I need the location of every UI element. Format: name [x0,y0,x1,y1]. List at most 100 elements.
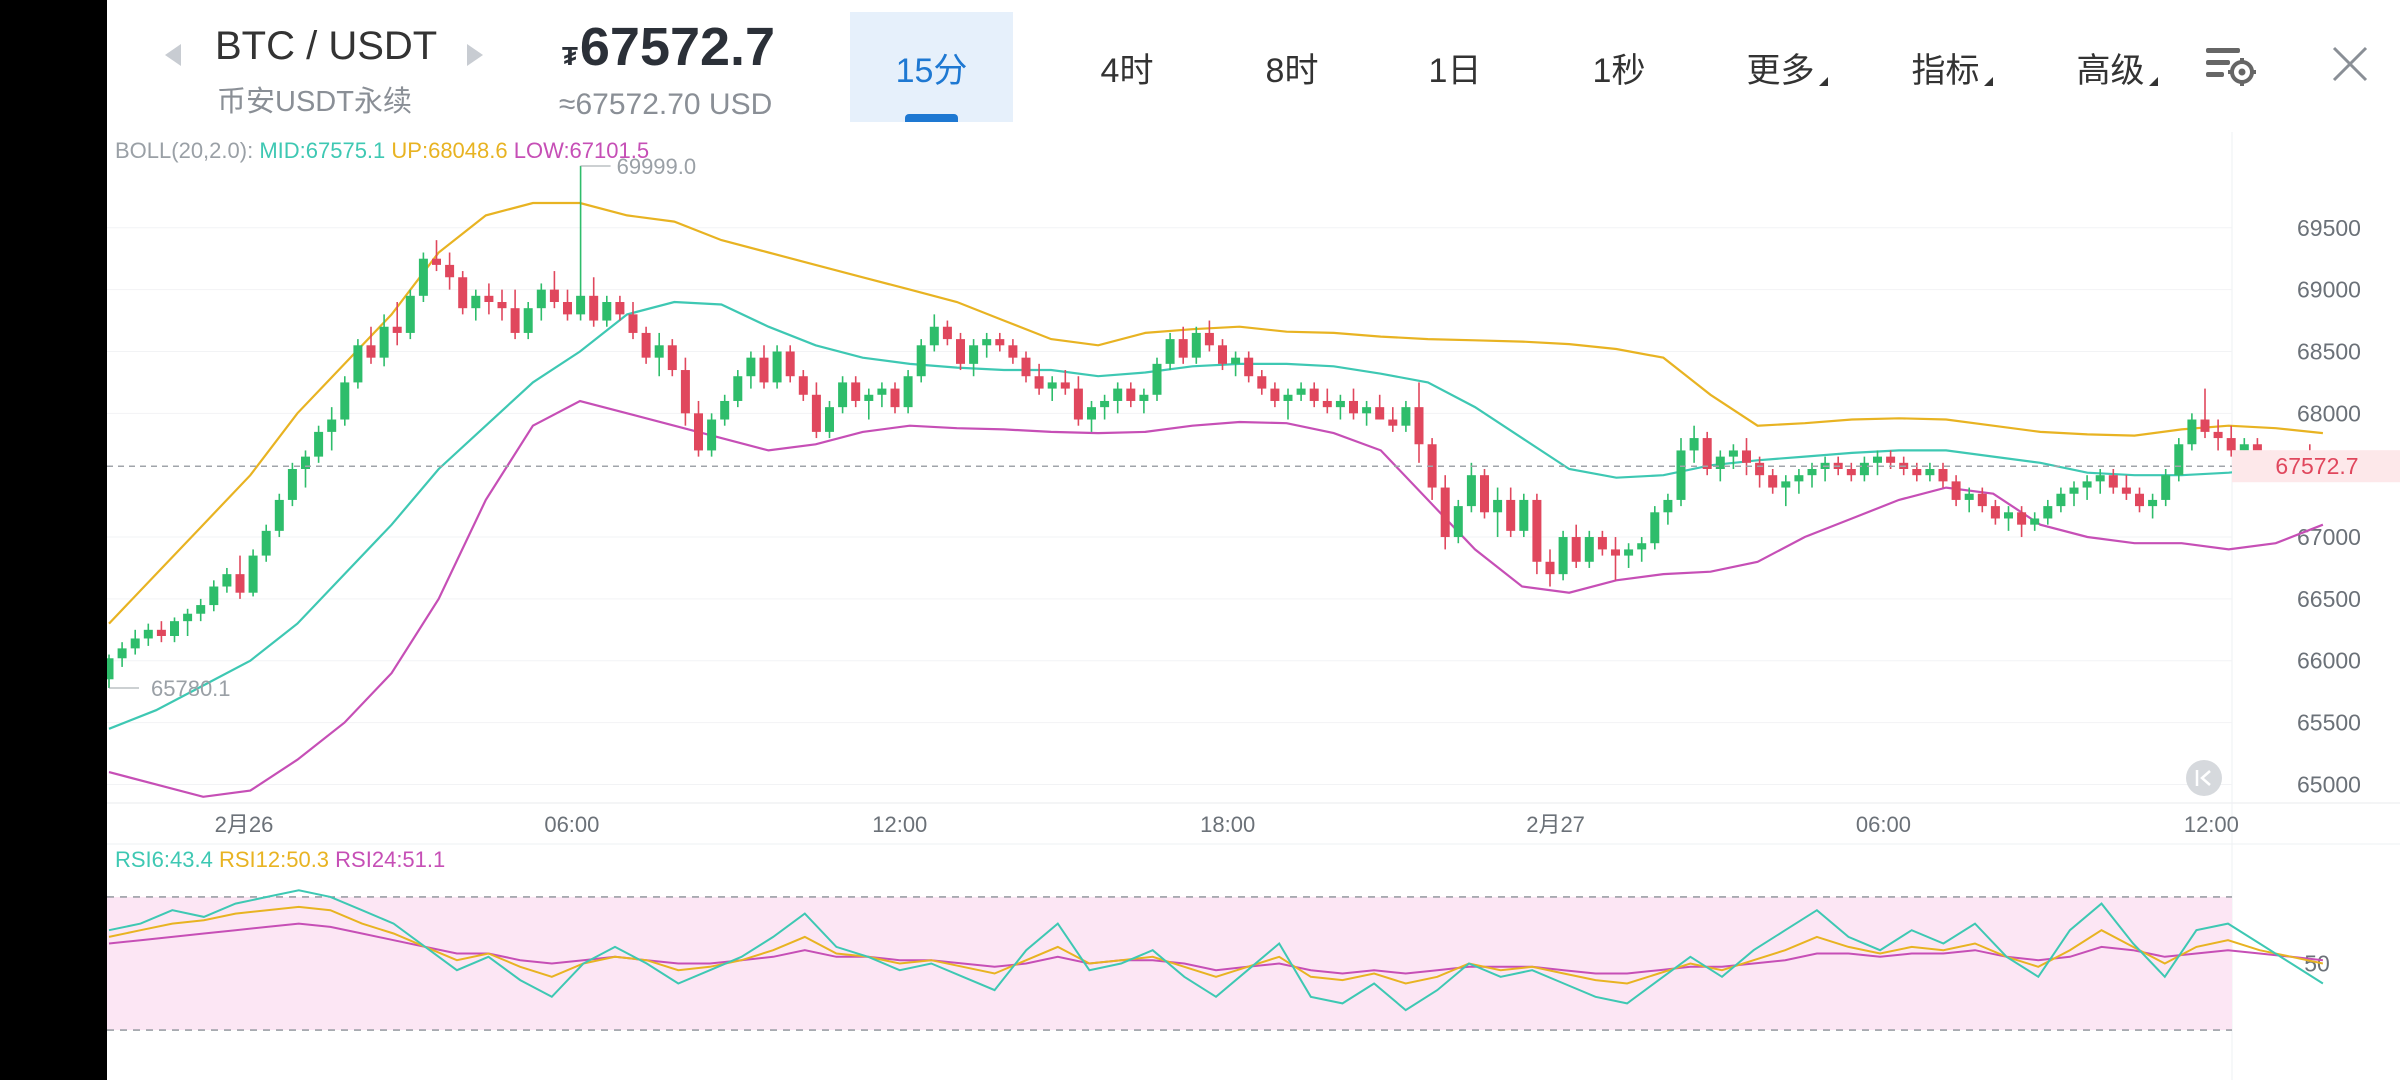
y-tick-label: 66500 [2297,586,2361,612]
candle-body [576,295,586,315]
candle-body [1008,345,1018,358]
candle-body [327,419,337,432]
candle-body [864,394,874,401]
candle-body [746,357,756,377]
candle-body [1191,332,1201,358]
y-tick-label: 65500 [2297,710,2361,736]
candle-body [680,370,690,414]
candle-body [1873,456,1882,463]
candle-body [1244,357,1254,377]
tab-4h[interactable]: 4时 [1067,12,1187,122]
candle-body [261,530,271,556]
candle-body [1597,537,1607,550]
chevron-left-icon[interactable] [165,44,181,66]
candle-body [353,345,363,383]
candle-body [1349,400,1358,414]
rsi12-line [108,905,2324,985]
candle-body [654,345,664,358]
x-tick-label: 06:00 [544,812,599,837]
rsi-legend: RSI6:43.4 RSI12:50.3 RSI24:51.1 [115,847,445,873]
candle-body [1257,376,1267,389]
scroll-latest-button [2186,760,2222,796]
candle-body [274,499,284,531]
candle-body [1152,363,1162,395]
dropdown-corner-icon [1818,77,1828,86]
candle-body [1073,388,1083,420]
candle-body [366,345,376,358]
candle-body [641,332,651,358]
candle-body [170,621,179,636]
candle-body [1859,462,1869,476]
close-icon[interactable] [2330,44,2370,84]
candle-body [720,400,730,420]
candle-body [942,326,952,340]
boll-up: UP:68048.6 [391,138,508,163]
candle-body [838,382,848,408]
last-price-tag-bg [2232,450,2400,483]
candle-body [1558,537,1568,575]
tab-more[interactable]: 更多 [1717,12,1857,122]
chart-settings-icon[interactable] [2204,44,2256,88]
rsi12-value: RSI12:50.3 [218,847,330,872]
app: BTC / USDT 币安USDT永续 ₮67572.7 ≈67572.70 U… [107,0,2400,1080]
candle-body [628,314,638,333]
tab-indicators[interactable]: 指标 [1882,12,2022,122]
candle-body [1204,332,1214,346]
candle-body [107,658,114,680]
candle-body [2213,431,2223,439]
tab-label: 1日 [1428,51,1482,90]
candle-body [811,394,821,432]
candle-body [471,295,481,309]
tab-1s[interactable]: 1秒 [1559,12,1679,122]
candle-body [1388,419,1398,426]
tab-8h[interactable]: 8时 [1232,12,1352,122]
candle-body [694,413,703,451]
currency-symbol: ₮ [562,41,578,71]
candle-body [916,345,926,377]
tab-1d[interactable]: 1日 [1395,12,1515,122]
rsi-axis-label: 50 [2304,951,2330,977]
candle-body [1283,394,1293,401]
candle-body [510,308,520,333]
candle-body [1506,499,1516,531]
boll-low: LOW:67101.5 [513,138,650,163]
tab-15m[interactable]: 15分 [850,12,1013,122]
y-tick-label: 67000 [2297,524,2361,550]
symbol-title[interactable]: BTC / USDT [215,24,438,68]
candle-body [1034,376,1044,389]
candle-body [1362,407,1372,414]
candle-body [1047,382,1057,389]
candle-body [1322,400,1332,408]
candle-body [1938,469,1948,482]
candle-body [536,289,546,309]
candle-body [1676,450,1686,500]
candle-body [1951,481,1961,500]
price-usd: ≈67572.70 USD [559,88,773,121]
candle-body [1100,400,1110,408]
candle-body [1440,487,1450,538]
candle-body [183,613,193,622]
candle-body [563,302,572,315]
candle-body [2108,475,2118,488]
candle-body [405,295,415,333]
candle-body [222,574,232,587]
candle-body [1126,388,1136,401]
price-chart[interactable]: 69500 69000 68500 68000 67000 66500 66000 65500… [107,0,2400,1080]
last-price-tag: 67572.7 [2275,453,2358,479]
price-block: ₮67572.7 [562,16,775,78]
candle-body [667,345,677,371]
skip-back-icon [2195,770,2211,786]
candle-body [2226,438,2236,451]
chevron-right-icon[interactable] [467,44,483,66]
boll-legend: BOLL(20,2.0): MID:67575.1 UP:68048.6 LOW… [115,138,649,164]
tab-advanced[interactable]: 高级 [2047,12,2187,122]
candle-body [130,638,140,649]
candle-body [851,382,861,401]
candle-body [156,629,166,636]
candle-body [1087,407,1096,420]
tab-label: 4时 [1100,51,1154,90]
candle-body [235,574,245,593]
candle-body [1453,506,1463,538]
candle-body [2135,493,2144,507]
candle-body [785,351,795,377]
